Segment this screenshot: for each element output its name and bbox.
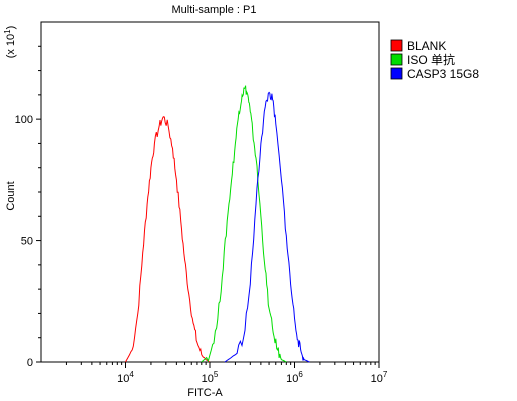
legend-label: CASP3 15G8: [407, 67, 479, 81]
x-tick-label: 107: [371, 370, 388, 385]
x-tick-label: 104: [117, 370, 134, 385]
plot-frame: [40, 21, 380, 363]
series-line-0: [125, 116, 211, 363]
x-tick-label: 106: [286, 370, 303, 385]
series-line-2: [224, 91, 310, 363]
y-tick-label: 100: [15, 114, 33, 126]
legend-swatch: [390, 53, 403, 66]
series-line-1: [201, 85, 287, 363]
y-axis-label: Count: [5, 181, 17, 210]
legend-label: ISO 单抗: [407, 52, 455, 67]
legend-swatch: [390, 39, 403, 52]
y-axis-ticks: 0 50 100: [15, 45, 41, 369]
y-axis-multiplier: (x 101): [3, 26, 17, 59]
x-tick-label: 105: [202, 370, 219, 385]
legend-swatch: [390, 67, 403, 80]
x-axis-ticks: 104 105 106 107: [65, 362, 388, 385]
x-axis-label: FITC-A: [187, 387, 223, 399]
legend-label: BLANK: [407, 39, 446, 53]
y-tick-label: 0: [27, 357, 33, 369]
y-tick-label: 50: [21, 236, 33, 248]
histogram-series: [125, 85, 310, 363]
chart-title: Multi-sample : P1: [172, 4, 257, 16]
